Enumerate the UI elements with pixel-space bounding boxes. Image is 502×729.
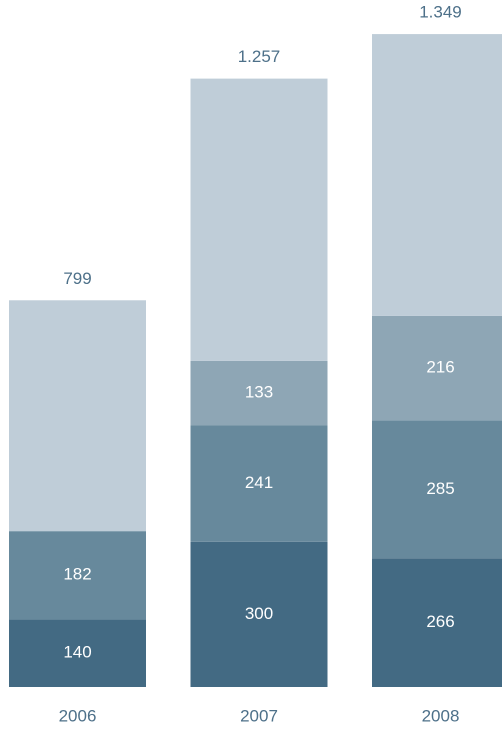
segment-label: 266: [426, 612, 454, 631]
x-tick-label: 2006: [59, 706, 97, 725]
segment-label: 182: [63, 565, 91, 584]
bar-segment: [190, 78, 328, 361]
segment-label: 285: [426, 479, 454, 498]
bar-segment: [190, 360, 328, 426]
bar-segment: [190, 541, 328, 687]
bar-segment: [372, 558, 502, 687]
total-label: 1.349: [419, 3, 462, 22]
bar-segment: [372, 315, 502, 421]
x-tick-label: 2008: [422, 706, 460, 725]
total-label: 799: [63, 269, 91, 288]
bar-segment: [372, 420, 502, 559]
bar-segment: [190, 425, 328, 542]
segment-label: 133: [245, 382, 273, 401]
segment-label: 216: [426, 358, 454, 377]
bar-segment: [9, 300, 146, 532]
bar-segment: [372, 34, 502, 316]
segment-label: 241: [245, 473, 273, 492]
bar-segment: [9, 531, 146, 620]
x-tick-label: 2007: [240, 706, 278, 725]
segment-label: 140: [63, 643, 91, 662]
total-label: 1.257: [238, 47, 281, 66]
bar-segment: [9, 619, 146, 687]
segment-label: 300: [245, 604, 273, 623]
